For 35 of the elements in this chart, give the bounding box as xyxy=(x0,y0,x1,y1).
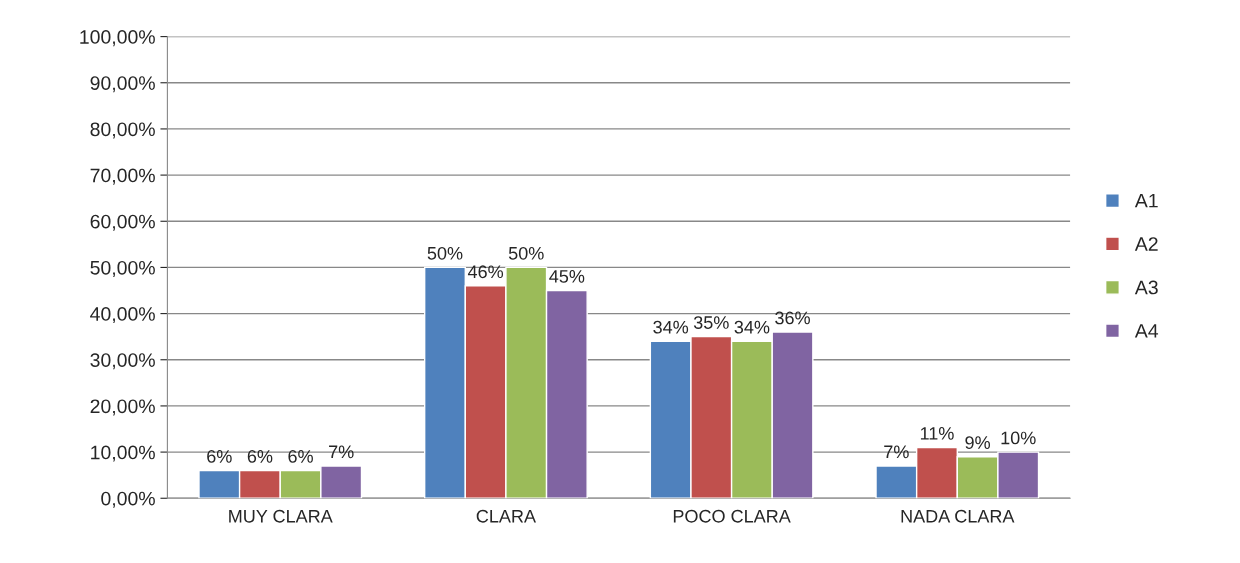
data-label: 6% xyxy=(207,450,232,463)
data-label: 9% xyxy=(965,436,990,449)
y-tick-label: 100,00% xyxy=(80,30,155,47)
legend-label: A3 xyxy=(1134,280,1158,295)
legend-label: A1 xyxy=(1134,193,1158,208)
legend-label: A4 xyxy=(1134,324,1159,338)
data-label: 7% xyxy=(329,445,354,459)
y-tick-label: 20,00% xyxy=(90,399,155,416)
y-tick-label: 90,00% xyxy=(90,76,155,93)
x-tick-label: POCO CLARA xyxy=(673,509,791,523)
data-label: 34% xyxy=(734,320,770,334)
y-tick-label: 50,00% xyxy=(90,260,155,277)
data-label: 10% xyxy=(1001,431,1036,445)
y-tick-label: 70,00% xyxy=(90,168,155,185)
data-label: 7% xyxy=(884,445,909,459)
y-tick-label: 80,00% xyxy=(90,122,155,139)
data-label: 45% xyxy=(549,270,585,283)
x-tick-label: NADA CLARA xyxy=(901,509,1015,523)
x-tick-label: CLARA xyxy=(476,509,536,523)
y-tick-label: 10,00% xyxy=(91,445,155,462)
x-tick-label: MUY CLARA xyxy=(229,509,333,523)
data-label: 34% xyxy=(653,320,689,334)
data-label: 36% xyxy=(775,311,810,325)
data-label: 6% xyxy=(247,450,273,463)
y-tick-label: 40,00% xyxy=(90,307,155,324)
data-label: 35% xyxy=(693,316,729,329)
y-tick-label: 0,00% xyxy=(101,491,155,508)
data-label: 46% xyxy=(467,265,504,279)
data-label: 11% xyxy=(920,427,954,440)
data-label: 50% xyxy=(427,246,463,260)
data-label: 6% xyxy=(288,450,313,463)
data-label: 50% xyxy=(508,246,544,260)
y-tick-label: 30,00% xyxy=(90,353,155,370)
y-tick-label: 60,00% xyxy=(90,214,155,231)
legend-label: A2 xyxy=(1134,237,1158,251)
